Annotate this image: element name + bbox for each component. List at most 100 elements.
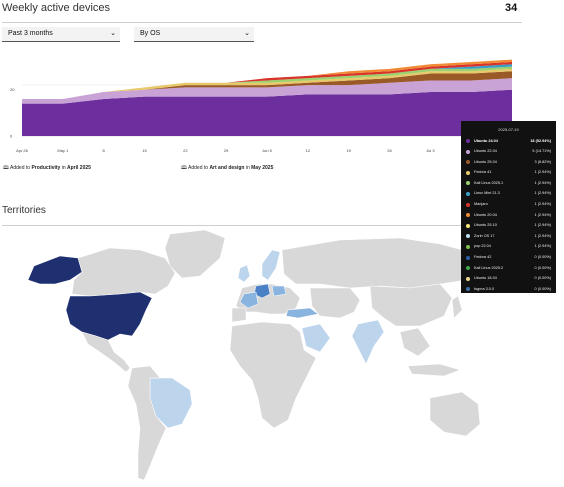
period-select-value: Past 3 months	[8, 30, 53, 37]
annotation-1: 🕮 Added to Productivity in April 2025	[3, 165, 91, 173]
chart-tooltip: 2025-07-19 Ubuntu 24.04 18 (52.94%) Ubuntu…	[461, 121, 556, 293]
map-country[interactable]	[165, 230, 225, 278]
tooltip-series-name: Zorin OS 17	[474, 234, 494, 238]
legend-swatch	[466, 234, 470, 238]
page-title: Weekly active devices	[2, 2, 110, 14]
tooltip-series-name: Manjaro	[474, 202, 488, 206]
x-tick-label: 26	[387, 148, 392, 153]
group-select[interactable]: By OS ⌄	[134, 27, 254, 42]
tooltip-series-value: 3 (8.82%)	[535, 160, 551, 164]
legend-swatch	[466, 181, 470, 185]
tooltip-row: Ubuntu 25.10 1 (2.94%)	[466, 223, 551, 234]
legend-swatch	[466, 266, 470, 270]
map-country[interactable]	[430, 392, 480, 436]
x-tick-label: 8	[103, 148, 106, 153]
map-country[interactable]	[408, 364, 460, 376]
x-tick-label: 12	[306, 148, 311, 153]
map-country[interactable]	[230, 322, 316, 428]
map-country[interactable]	[282, 238, 480, 288]
map-country[interactable]	[400, 328, 430, 356]
map-country-canada[interactable]	[72, 248, 175, 296]
tooltip-row: Fedora 42 0 (0.00%)	[466, 255, 551, 266]
tooltip-series-value: 1 (2.94%)	[535, 244, 551, 248]
map-country[interactable]	[452, 296, 462, 318]
tooltip-series-name: Linux Mint 21.3	[474, 191, 500, 195]
tooltip-row: Ubuntu 18.04 0 (0.00%)	[466, 276, 551, 287]
tooltip-series-name: pop 22.04	[474, 244, 491, 248]
x-tick-label: Apr 26	[16, 148, 29, 153]
tooltip-series-value: 1 (2.94%)	[535, 234, 551, 238]
map-country-india[interactable]	[352, 320, 384, 364]
group-select-value: By OS	[140, 30, 160, 37]
device-count: 34	[505, 2, 517, 14]
tooltip-series-name: Fedora 42	[474, 255, 491, 259]
map-country-turkey[interactable]	[286, 308, 318, 318]
legend-swatch	[466, 160, 470, 164]
tooltip-row: Ubuntu 24.04 18 (52.94%)	[466, 138, 551, 149]
y-tick-label: 0	[10, 134, 13, 139]
x-tick-label: May 1	[57, 148, 69, 153]
tooltip-series-name: Ubuntu 25.04	[474, 160, 497, 164]
divider	[2, 22, 522, 23]
map-country-saudi[interactable]	[302, 324, 330, 352]
map-country-usa[interactable]	[66, 292, 152, 340]
legend-swatch	[466, 192, 470, 196]
territories-title: Territories	[2, 205, 46, 216]
annotation-2: 🕮 Added to Art and design in May 2025	[181, 165, 273, 173]
tooltip-series-value: 1 (2.94%)	[535, 181, 551, 185]
tooltip-series-value: 0 (0.00%)	[535, 287, 551, 291]
chevron-down-icon: ⌄	[110, 29, 116, 37]
divider	[2, 225, 522, 226]
map-country-spain[interactable]	[232, 308, 246, 322]
tooltip-series-value: 0 (0.00%)	[535, 255, 551, 259]
tooltip-series-name: Ubuntu 24.04	[474, 139, 498, 143]
tooltip-series-value: 1 (2.94%)	[535, 223, 551, 227]
legend-swatch	[466, 213, 470, 217]
tooltip-row: Fedora 41 1 (2.94%)	[466, 170, 551, 181]
tooltip-series-name: Kali Linux 2025.1	[474, 181, 503, 185]
x-tick-label: Jun 5	[262, 148, 273, 153]
legend-swatch	[466, 287, 470, 291]
legend-swatch	[466, 277, 470, 281]
map-country-sweden[interactable]	[262, 250, 280, 280]
tooltip-row: Kali Linux 2025.1 1 (2.94%)	[466, 180, 551, 191]
legend-swatch	[466, 139, 470, 143]
x-tick-label: Jul 3	[426, 148, 435, 153]
tooltip-series-name: Ubuntu 25.10	[474, 223, 497, 227]
tooltip-series-name: Ubuntu 22.04	[474, 149, 497, 153]
tooltip-row: pop 22.04 1 (2.94%)	[466, 244, 551, 255]
map-country[interactable]	[370, 284, 452, 326]
tooltip-series-name: Fedora 41	[474, 170, 491, 174]
tooltip-row: Kali Linux 2025.2 0 (0.00%)	[466, 265, 551, 276]
legend-swatch	[466, 224, 470, 228]
book-icon: 🕮	[3, 165, 9, 171]
tooltip-row: Zorin OS 17 1 (2.94%)	[466, 233, 551, 244]
tooltip-row: Ubuntu 25.04 3 (8.82%)	[466, 159, 551, 170]
tooltip-series-value: 1 (2.94%)	[535, 191, 551, 195]
period-select[interactable]: Past 3 months ⌄	[2, 27, 120, 42]
tooltip-series-name: Kali Linux 2025.2	[474, 266, 503, 270]
tooltip-series-value: 18 (52.94%)	[530, 139, 551, 143]
legend-swatch	[466, 203, 470, 207]
x-tick-label: 29	[224, 148, 229, 153]
x-tick-label: 22	[183, 148, 188, 153]
legend-swatch	[466, 245, 470, 249]
legend-swatch	[466, 171, 470, 175]
x-tick-label: 19	[346, 148, 351, 153]
tooltip-row: Manjaro 1 (2.94%)	[466, 202, 551, 213]
tooltip-row: fogma 3.0.0 0 (0.00%)	[466, 286, 551, 297]
tooltip-series-name: Ubuntu 18.04	[474, 276, 497, 280]
tooltip-series-value: 0 (0.00%)	[535, 276, 551, 280]
tooltip-series-value: 0 (0.00%)	[535, 266, 551, 270]
tooltip-series-value: 1 (2.94%)	[535, 213, 551, 217]
x-tick-label: 15	[142, 148, 147, 153]
chevron-down-icon: ⌄	[244, 29, 250, 37]
tooltip-row: Ubuntu 22.04 5 (14.71%)	[466, 149, 551, 160]
map-country-uk[interactable]	[238, 265, 250, 282]
legend-swatch	[466, 150, 470, 154]
map-country-poland[interactable]	[272, 286, 286, 296]
y-tick-label: 20	[10, 87, 15, 92]
tooltip-series-value: 1 (2.94%)	[535, 170, 551, 174]
tooltip-series-value: 1 (2.94%)	[535, 202, 551, 206]
tooltip-series-name: Ubuntu 20.04	[474, 213, 497, 217]
